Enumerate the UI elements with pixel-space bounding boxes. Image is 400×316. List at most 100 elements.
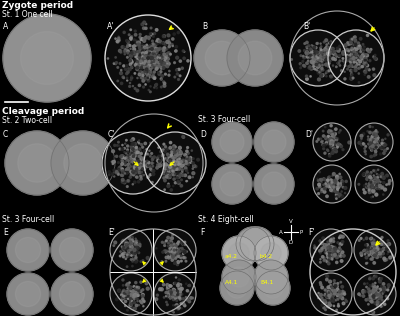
Circle shape — [360, 58, 363, 61]
Circle shape — [173, 163, 175, 166]
Circle shape — [136, 157, 139, 160]
Circle shape — [372, 183, 374, 185]
Circle shape — [176, 249, 177, 250]
Circle shape — [138, 140, 140, 141]
Circle shape — [134, 173, 136, 174]
Circle shape — [315, 53, 317, 55]
Circle shape — [334, 293, 337, 295]
Circle shape — [145, 73, 146, 74]
Circle shape — [176, 157, 178, 159]
Circle shape — [331, 183, 333, 185]
Circle shape — [148, 60, 150, 62]
Circle shape — [145, 61, 147, 64]
Circle shape — [162, 42, 164, 44]
Circle shape — [346, 56, 349, 59]
Circle shape — [175, 151, 176, 152]
Circle shape — [370, 290, 372, 292]
Circle shape — [126, 72, 128, 75]
Circle shape — [352, 74, 353, 75]
Circle shape — [125, 160, 127, 161]
Circle shape — [338, 56, 340, 58]
Circle shape — [320, 54, 322, 56]
Circle shape — [335, 54, 336, 55]
Circle shape — [372, 293, 375, 295]
Circle shape — [328, 69, 330, 72]
Circle shape — [310, 68, 313, 70]
Circle shape — [134, 260, 137, 263]
Circle shape — [166, 52, 169, 55]
Circle shape — [178, 160, 180, 162]
Circle shape — [165, 256, 168, 259]
Circle shape — [134, 248, 136, 250]
Circle shape — [316, 55, 318, 56]
Circle shape — [174, 163, 176, 165]
Circle shape — [375, 146, 377, 148]
Circle shape — [131, 255, 132, 256]
Circle shape — [376, 288, 378, 289]
Circle shape — [172, 174, 174, 175]
Circle shape — [187, 60, 189, 62]
Circle shape — [172, 157, 174, 158]
Circle shape — [381, 241, 384, 244]
Circle shape — [178, 168, 180, 170]
Circle shape — [148, 62, 150, 64]
Circle shape — [172, 310, 174, 312]
Circle shape — [182, 158, 184, 160]
Circle shape — [309, 48, 312, 51]
Circle shape — [129, 248, 132, 251]
Circle shape — [330, 293, 331, 294]
Circle shape — [366, 286, 367, 288]
Circle shape — [320, 63, 322, 64]
Circle shape — [175, 162, 177, 164]
Circle shape — [194, 165, 197, 167]
Circle shape — [130, 249, 133, 251]
Circle shape — [148, 58, 150, 60]
Circle shape — [127, 309, 128, 311]
Circle shape — [342, 186, 344, 188]
Circle shape — [137, 161, 138, 162]
Circle shape — [150, 72, 151, 73]
Circle shape — [330, 293, 332, 295]
Circle shape — [328, 141, 331, 143]
Circle shape — [124, 50, 126, 52]
Circle shape — [169, 157, 171, 159]
Circle shape — [328, 181, 331, 184]
Circle shape — [375, 146, 378, 149]
Circle shape — [135, 238, 136, 239]
Circle shape — [147, 57, 149, 59]
Circle shape — [332, 250, 334, 252]
Circle shape — [174, 182, 176, 184]
Circle shape — [170, 142, 172, 144]
Circle shape — [149, 150, 150, 151]
Circle shape — [336, 49, 338, 51]
Circle shape — [330, 249, 333, 251]
Circle shape — [154, 57, 156, 58]
Circle shape — [171, 163, 173, 165]
Circle shape — [374, 248, 376, 249]
Circle shape — [114, 144, 116, 146]
Circle shape — [321, 74, 322, 75]
Circle shape — [115, 171, 118, 174]
Circle shape — [316, 64, 318, 66]
Circle shape — [139, 66, 140, 67]
Circle shape — [373, 289, 376, 292]
Circle shape — [318, 57, 319, 59]
Circle shape — [388, 179, 391, 182]
Circle shape — [328, 307, 329, 308]
Circle shape — [387, 240, 389, 242]
Circle shape — [329, 184, 331, 186]
Circle shape — [330, 249, 332, 251]
Circle shape — [372, 295, 375, 298]
Circle shape — [178, 156, 180, 158]
Circle shape — [338, 290, 340, 291]
Circle shape — [372, 183, 374, 185]
Circle shape — [330, 247, 331, 248]
Circle shape — [131, 163, 132, 164]
Circle shape — [338, 45, 341, 47]
Circle shape — [175, 260, 176, 261]
Circle shape — [379, 293, 381, 295]
Circle shape — [330, 248, 331, 250]
Circle shape — [188, 285, 189, 286]
Circle shape — [179, 153, 181, 155]
Circle shape — [132, 162, 134, 165]
